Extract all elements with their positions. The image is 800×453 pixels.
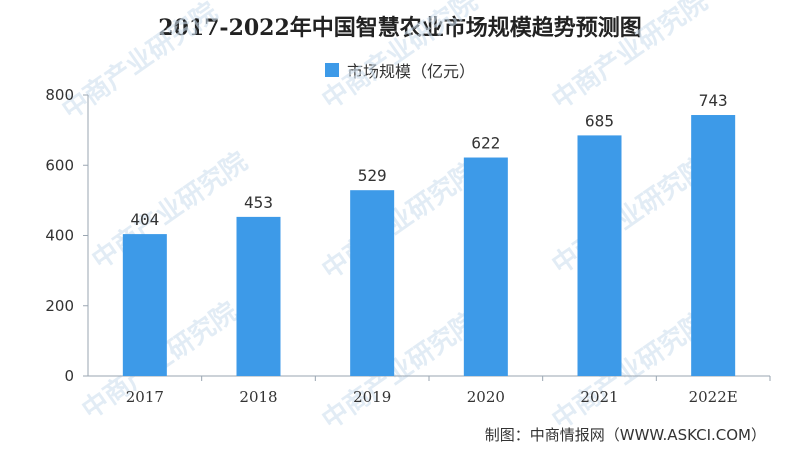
y-tick-label: 800 <box>45 86 74 104</box>
bar-2017 <box>122 234 167 376</box>
data-label-2018: 453 <box>244 193 273 212</box>
data-label-2020: 622 <box>471 134 500 153</box>
chart-legend: 市场规模（亿元） <box>0 58 800 82</box>
x-tick-label-2021: 2021 <box>580 388 618 406</box>
x-tick-label-2018: 2018 <box>239 388 277 406</box>
source-credit: 制图：中商情报网（WWW.ASKCI.COM） <box>484 426 766 444</box>
watermark-text: 中商产业研究院 <box>546 306 713 436</box>
data-label-2021: 685 <box>585 111 614 130</box>
watermark-text: 中商产业研究院 <box>86 146 253 276</box>
chart-title: 2017-2022年中国智慧农业市场规模趋势预测图 <box>158 15 642 41</box>
bar-2018 <box>236 216 281 376</box>
watermark-text: 中商产业研究院 <box>316 156 483 286</box>
bar-2019 <box>350 190 395 376</box>
x-tick-label-2020: 2020 <box>467 388 505 406</box>
legend-label: 市场规模（亿元） <box>346 62 475 81</box>
x-tick-label-2022E: 2022E <box>689 388 738 406</box>
watermark-text: 中商产业研究院 <box>546 151 713 281</box>
bar-2021 <box>577 135 622 376</box>
bar-2022E <box>691 115 736 377</box>
y-tick-label: 600 <box>45 156 74 174</box>
watermark-text: 中商产业研究院 <box>316 306 483 436</box>
bar-2020 <box>463 157 508 376</box>
watermark-text: 中商产业研究院 <box>316 0 483 116</box>
x-tick-label-2017: 2017 <box>126 388 164 406</box>
data-label-2019: 529 <box>358 166 387 185</box>
y-tick-label: 0 <box>64 367 74 385</box>
watermark-text: 中商产业研究院 <box>546 0 713 116</box>
y-tick-label: 200 <box>45 297 74 315</box>
y-tick-label: 400 <box>45 227 74 245</box>
data-label-2017: 404 <box>130 210 159 229</box>
watermark-text: 中商产业研究院 <box>56 0 223 126</box>
data-label-2022E: 743 <box>699 91 728 110</box>
x-tick-label-2019: 2019 <box>353 388 391 406</box>
legend-swatch <box>324 63 339 77</box>
